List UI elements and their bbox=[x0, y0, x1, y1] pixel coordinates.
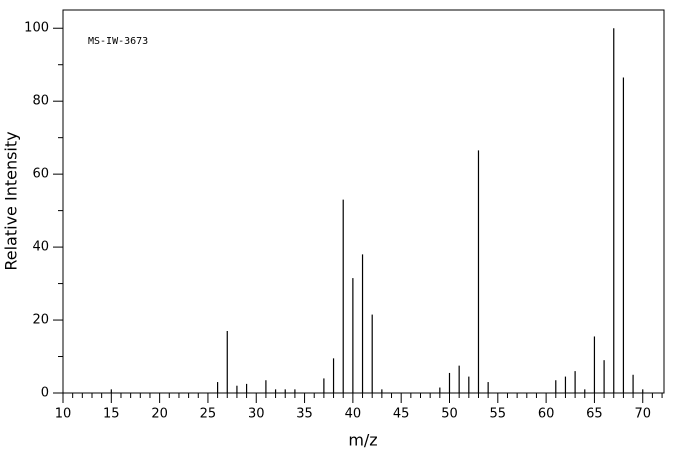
x-tick-label: 35 bbox=[296, 407, 313, 422]
x-tick-label: 20 bbox=[151, 407, 168, 422]
x-tick-label: 50 bbox=[441, 407, 458, 422]
y-tick-label: 20 bbox=[32, 313, 49, 328]
plot-frame bbox=[62, 9, 665, 394]
x-tick-label: 60 bbox=[538, 407, 555, 422]
x-tick-label: 70 bbox=[634, 407, 651, 422]
x-tick-label: 65 bbox=[586, 407, 603, 422]
y-tick-label: 0 bbox=[41, 386, 49, 401]
x-tick-label: 15 bbox=[103, 407, 120, 422]
x-tick-label: 55 bbox=[490, 407, 507, 422]
x-tick-label: 30 bbox=[248, 407, 265, 422]
x-tick-label: 25 bbox=[200, 407, 217, 422]
y-tick-label: 60 bbox=[32, 167, 49, 182]
y-tick-label: 100 bbox=[24, 21, 49, 36]
y-tick-label: 40 bbox=[32, 240, 49, 255]
y-tick-label: 80 bbox=[32, 94, 49, 109]
y-axis-title: Relative Intensity bbox=[2, 131, 21, 270]
x-tick-label: 40 bbox=[345, 407, 362, 422]
x-axis-title: m/z bbox=[348, 431, 377, 450]
x-tick-label: 10 bbox=[55, 407, 72, 422]
x-tick-label: 45 bbox=[393, 407, 410, 422]
annotation: MS-IW-3673 bbox=[88, 36, 148, 47]
